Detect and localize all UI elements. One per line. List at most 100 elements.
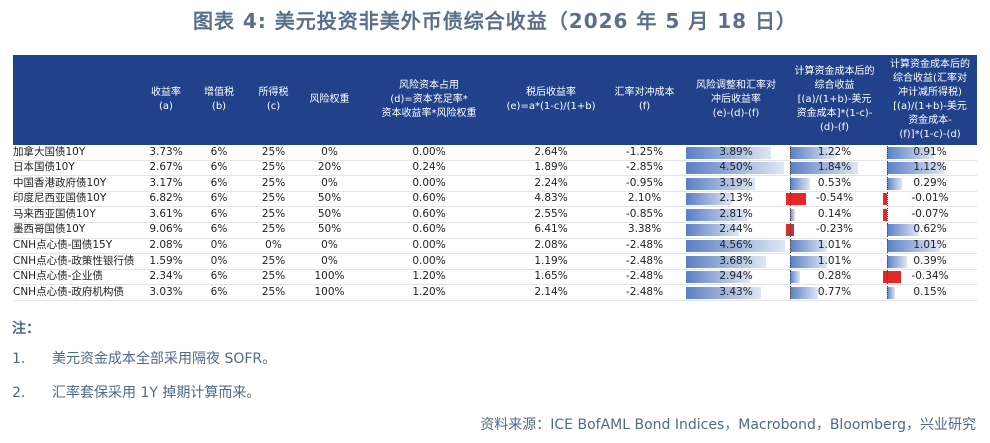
adjusted-yield-cell-bar — [686, 240, 786, 253]
after-tax-yield-cell: 2.14% — [499, 284, 603, 301]
yield-cell: 3.17% — [141, 175, 191, 192]
yield-cell: 6.82% — [141, 191, 191, 208]
combined-return-hedge-tax-cell-zero-line — [887, 223, 888, 238]
adjusted-yield-cell-bar — [686, 224, 740, 237]
adjusted-yield-cell: 4.56% — [686, 238, 786, 255]
combined-return-hedge-tax-cell-bar — [883, 193, 887, 206]
note-2: 2. 汇率套保采用 1Y 掉期计算而来。 — [12, 382, 260, 402]
adjusted-yield-cell-bar-area: 3.68% — [686, 255, 786, 269]
combined-return-cell-zero-line — [790, 192, 791, 206]
hedge-cost-cell: -0.85% — [603, 206, 686, 223]
table-row: CNH点心债-政策性银行债 1.59% 0% 25% 0% 0.00% 1.19% -2.48… — [13, 253, 977, 270]
adjusted-yield-cell-bar-area: 2.81% — [686, 208, 786, 222]
combined-return-cell-bar-area: 0.28% — [786, 270, 883, 284]
combined-return-hedge-tax-cell-zero-line — [887, 145, 888, 160]
note-text: 汇率套保采用 1Y 掉期计算而来。 — [52, 385, 261, 401]
yield-cell: 3.03% — [141, 284, 191, 301]
combined-return-cell-value: 1.84% — [817, 161, 852, 174]
adjusted-yield-cell-bar-area: 3.89% — [686, 146, 786, 160]
adjusted-yield-cell: 3.43% — [686, 284, 786, 301]
combined-return-cell-bar — [790, 286, 819, 299]
combined-return-cell-bar-area: 0.53% — [786, 176, 883, 191]
source-line: 资料来源：ICE BofAML Bond Indices，Macrobond，B… — [480, 417, 976, 433]
adjusted-yield-cell-bar-area: 4.56% — [686, 239, 786, 253]
combined-return-cell-zero-line — [790, 285, 791, 300]
income-tax-cell: 25% — [247, 160, 300, 177]
adjusted-yield-cell-value: 2.44% — [719, 223, 753, 236]
adjusted-yield-cell: 3.68% — [686, 253, 786, 270]
combined-return-hedge-tax-cell: 0.91% — [883, 145, 977, 161]
table-header-row: 收益率 (a) 增值税 (b) 所得税 (c) 风险权重 风险资本占用 (d)=… — [13, 55, 977, 145]
combined-return-hedge-tax-cell-bar-area: 0.15% — [883, 285, 977, 300]
combined-return-cell-bar-area: 1.22% — [786, 145, 883, 160]
vat-cell: 0% — [191, 238, 247, 255]
note-number: 1. — [12, 351, 26, 367]
combined-return-hedge-tax-cell-value: 1.01% — [913, 239, 947, 252]
risk-weight-cell: 50% — [300, 191, 359, 208]
combined-return-hedge-tax-cell-value: 0.15% — [913, 285, 947, 298]
combined-return-hedge-tax-cell-bar-area: 1.12% — [883, 161, 977, 175]
combined-return-hedge-tax-cell-zero-line — [887, 270, 888, 284]
header-after-tax-yield: 税后收益率 (e)=a*(1-c)/(1+b) — [506, 87, 596, 112]
adjusted-yield-cell-value: 4.56% — [719, 239, 753, 252]
combined-return-cell-bar-area: -0.54% — [786, 192, 883, 206]
income-tax-cell: 25% — [247, 175, 300, 192]
after-tax-yield-cell: 2.24% — [499, 175, 603, 192]
header-yield: 收益率 (a) — [151, 87, 181, 112]
combined-return-hedge-tax-cell-zero-line — [887, 285, 888, 300]
combined-return-hedge-tax-cell-value: 0.91% — [913, 145, 947, 158]
combined-return-hedge-tax-cell-value: 0.39% — [913, 254, 947, 267]
combined-return-hedge-tax-cell: -0.34% — [883, 269, 977, 286]
table-row: CNH点心债-政府机构债 3.03% 6% 25% 100% 1.20% 2.14% -2.4… — [13, 284, 977, 301]
combined-return-cell-bar-area: 1.01% — [786, 254, 883, 269]
risk-capital-cell: 0.24% — [359, 160, 499, 177]
risk-weight-cell: 0% — [300, 145, 359, 161]
header-vat: 增值税 (b) — [204, 87, 234, 112]
combined-return-cell-bar — [790, 177, 810, 190]
combined-return-cell-bar-area: 1.84% — [786, 161, 883, 175]
table-row: 加拿大国债10Y 3.73% 6% 25% 0% 0.00% 2.64% -1.25% 3.89… — [13, 145, 977, 161]
combined-return-hedge-tax-cell-bar — [887, 286, 895, 299]
risk-capital-cell: 0.00% — [359, 175, 499, 192]
combined-return-hedge-tax-cell-zero-line — [887, 176, 888, 191]
combined-return-hedge-tax-cell-zero-line — [887, 254, 888, 269]
combined-return-cell: 0.28% — [786, 269, 883, 286]
hedge-cost-cell: -0.95% — [603, 175, 686, 192]
combined-return-cell-zero-line — [790, 223, 791, 238]
vat-cell: 6% — [191, 175, 247, 192]
hedge-cost-cell: 2.10% — [603, 191, 686, 208]
table-row: CNH点心债-国债15Y 2.08% 0% 0% 0% 0.00% 2.08% -2.48% 4… — [13, 238, 977, 255]
adjusted-yield-cell: 3.89% — [686, 145, 786, 161]
yield-cell: 1.59% — [141, 253, 191, 270]
risk-capital-cell: 0.60% — [359, 206, 499, 223]
hedge-cost-cell: -2.48% — [603, 238, 686, 255]
combined-return-hedge-tax-cell: 0.39% — [883, 253, 977, 270]
notes-title: 注： — [12, 321, 40, 337]
adjusted-yield-cell-value: 3.19% — [719, 176, 753, 189]
hedge-cost-cell: -2.85% — [603, 160, 686, 177]
combined-return-hedge-tax-cell: 0.15% — [883, 284, 977, 301]
combined-return-cell-bar-area: 0.77% — [786, 285, 883, 300]
hedge-cost-cell: 3.38% — [603, 222, 686, 239]
vat-cell: 0% — [191, 253, 247, 270]
table-row: 日本国债10Y 2.67% 6% 25% 20% 0.24% 1.89% -2.85% 4.50… — [13, 160, 977, 177]
combined-return-cell-value: 0.77% — [817, 285, 852, 298]
combined-return-hedge-tax-cell-bar-area: -0.01% — [883, 192, 977, 206]
combined-return-cell-zero-line — [790, 161, 791, 175]
hedge-cost-cell: -1.25% — [603, 145, 686, 161]
combined-return-hedge-tax-cell-bar-area: -0.34% — [883, 270, 977, 284]
yield-cell: 9.06% — [141, 222, 191, 239]
table-row: 马来西亚国债10Y 3.61% 6% 25% 50% 0.60% 2.55% -0.85% 2.… — [13, 206, 977, 223]
header-name — [13, 55, 141, 145]
bond-name-cell: CNH点心债-政府机构债 — [13, 284, 141, 301]
combined-return-cell: 0.14% — [786, 206, 883, 223]
vat-cell: 6% — [191, 284, 247, 301]
after-tax-yield-cell: 2.55% — [499, 206, 603, 223]
after-tax-yield-cell: 6.41% — [499, 222, 603, 239]
vat-cell: 6% — [191, 206, 247, 223]
combined-return-cell-bar-area: -0.23% — [786, 223, 883, 238]
adjusted-yield-cell-bar — [686, 193, 733, 206]
combined-return-hedge-tax-cell-bar — [887, 255, 908, 268]
combined-return-cell-value: 1.22% — [817, 145, 852, 158]
combined-return-hedge-tax-cell-bar — [883, 208, 887, 221]
